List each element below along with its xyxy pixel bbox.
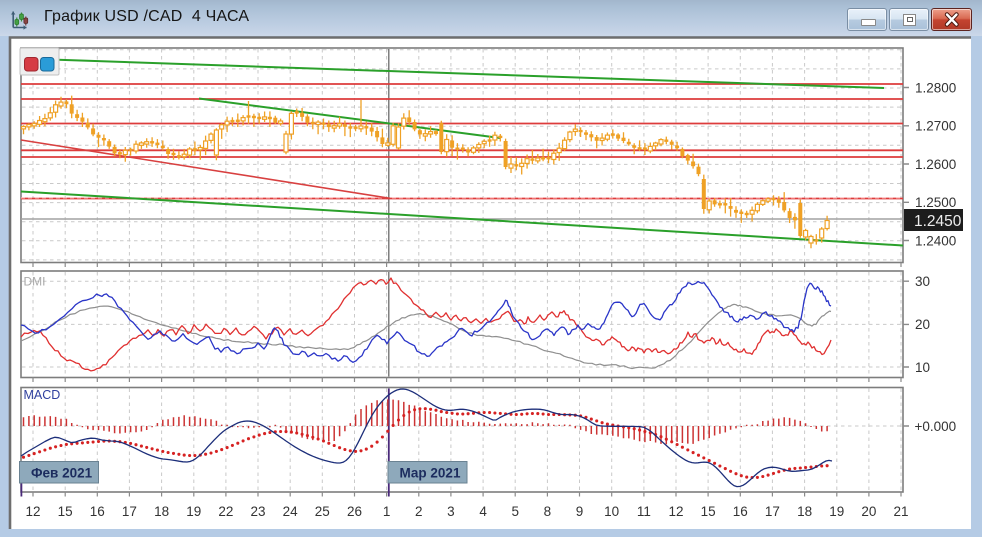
svg-text:MACD: MACD (24, 388, 61, 402)
svg-text:12: 12 (25, 504, 40, 519)
svg-text:24: 24 (283, 504, 299, 519)
svg-text:2: 2 (415, 504, 423, 519)
svg-text:1.2500: 1.2500 (915, 195, 956, 210)
svg-text:9: 9 (576, 504, 584, 519)
svg-text:30: 30 (915, 274, 930, 289)
svg-text:15: 15 (701, 504, 716, 519)
svg-text:1: 1 (383, 504, 391, 519)
svg-text:18: 18 (154, 504, 169, 519)
svg-text:16: 16 (733, 504, 748, 519)
svg-text:15: 15 (58, 504, 73, 519)
svg-text:5: 5 (511, 504, 519, 519)
svg-text:18: 18 (797, 504, 812, 519)
svg-text:10: 10 (604, 504, 619, 519)
svg-text:1.2700: 1.2700 (915, 119, 956, 134)
svg-text:1.2450: 1.2450 (914, 213, 962, 230)
svg-text:DMI: DMI (24, 275, 46, 289)
svg-text:4: 4 (479, 504, 487, 519)
svg-text:20: 20 (861, 504, 876, 519)
svg-text:1.2800: 1.2800 (915, 80, 956, 95)
svg-text:17: 17 (765, 504, 780, 519)
svg-text:1.2400: 1.2400 (915, 233, 956, 248)
svg-text:17: 17 (122, 504, 137, 519)
svg-text:25: 25 (315, 504, 330, 519)
svg-text:12: 12 (668, 504, 683, 519)
svg-text:23: 23 (250, 504, 265, 519)
svg-text:10: 10 (915, 360, 930, 375)
svg-text:16: 16 (90, 504, 105, 519)
svg-text:20: 20 (915, 317, 930, 332)
svg-text:19: 19 (829, 504, 844, 519)
svg-text:11: 11 (637, 504, 651, 519)
svg-text:19: 19 (186, 504, 201, 519)
svg-text:3: 3 (447, 504, 455, 519)
svg-text:8: 8 (544, 504, 552, 519)
svg-text:1.2600: 1.2600 (915, 157, 956, 172)
svg-text:+0.000: +0.000 (915, 419, 957, 434)
svg-text:Мар 2021: Мар 2021 (400, 466, 461, 481)
svg-text:22: 22 (218, 504, 233, 519)
svg-text:21: 21 (893, 504, 908, 519)
svg-text:Фев 2021: Фев 2021 (31, 466, 93, 481)
svg-text:26: 26 (347, 504, 362, 519)
